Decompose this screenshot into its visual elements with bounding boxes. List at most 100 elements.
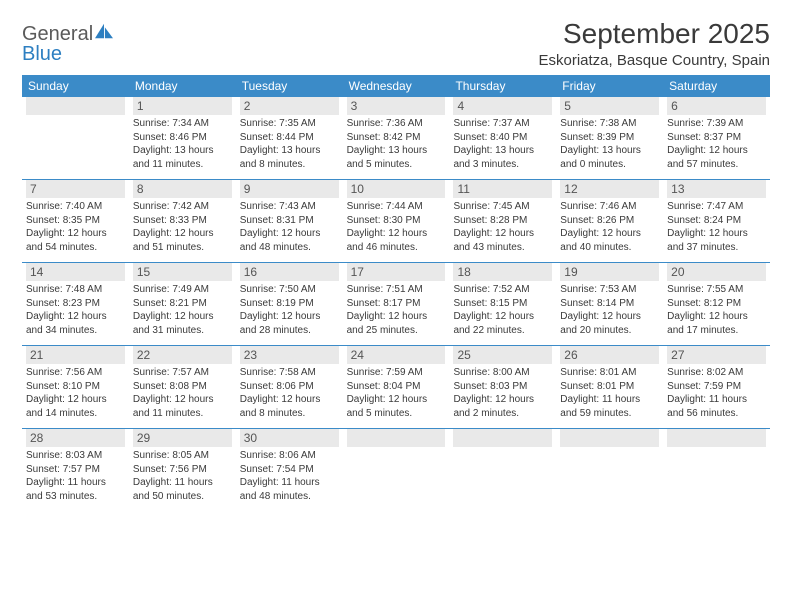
dayhead-sat: Saturday [663, 75, 770, 97]
sunrise-line: Sunrise: 7:45 AM [453, 200, 552, 214]
daylight-line: Daylight: 12 hours and 54 minutes. [26, 227, 125, 254]
day-cell: 8Sunrise: 7:42 AMSunset: 8:33 PMDaylight… [129, 180, 236, 260]
sunset-line: Sunset: 7:59 PM [667, 380, 766, 394]
daylight-line: Daylight: 12 hours and 11 minutes. [133, 393, 232, 420]
sunset-line: Sunset: 8:26 PM [560, 214, 659, 228]
sunrise-line: Sunrise: 7:50 AM [240, 283, 339, 297]
daylight-line: Daylight: 11 hours and 56 minutes. [667, 393, 766, 420]
day-cell: 12Sunrise: 7:46 AMSunset: 8:26 PMDayligh… [556, 180, 663, 260]
daylight-line: Daylight: 12 hours and 25 minutes. [347, 310, 446, 337]
day-cell [663, 429, 770, 509]
page-title: September 2025 [538, 18, 770, 50]
daylight-line: Daylight: 13 hours and 11 minutes. [133, 144, 232, 171]
brand-blue: Blue [22, 43, 62, 65]
daylight-line: Daylight: 11 hours and 59 minutes. [560, 393, 659, 420]
day-info: Sunrise: 8:00 AMSunset: 8:03 PMDaylight:… [453, 366, 552, 420]
day-info: Sunrise: 7:58 AMSunset: 8:06 PMDaylight:… [240, 366, 339, 420]
week-row: 21Sunrise: 7:56 AMSunset: 8:10 PMDayligh… [22, 346, 770, 426]
day-cell: 25Sunrise: 8:00 AMSunset: 8:03 PMDayligh… [449, 346, 556, 426]
sunrise-line: Sunrise: 7:56 AM [26, 366, 125, 380]
day-cell: 3Sunrise: 7:36 AMSunset: 8:42 PMDaylight… [343, 97, 450, 177]
day-number [453, 429, 552, 447]
week-row: 1Sunrise: 7:34 AMSunset: 8:46 PMDaylight… [22, 97, 770, 177]
day-number: 15 [133, 263, 232, 281]
day-info: Sunrise: 7:38 AMSunset: 8:39 PMDaylight:… [560, 117, 659, 171]
day-info: Sunrise: 7:43 AMSunset: 8:31 PMDaylight:… [240, 200, 339, 254]
dayhead-wed: Wednesday [343, 75, 450, 97]
sunset-line: Sunset: 8:33 PM [133, 214, 232, 228]
daylight-line: Daylight: 12 hours and 37 minutes. [667, 227, 766, 254]
day-info: Sunrise: 7:57 AMSunset: 8:08 PMDaylight:… [133, 366, 232, 420]
day-cell: 16Sunrise: 7:50 AMSunset: 8:19 PMDayligh… [236, 263, 343, 343]
daylight-line: Daylight: 11 hours and 48 minutes. [240, 476, 339, 503]
day-info: Sunrise: 7:50 AMSunset: 8:19 PMDaylight:… [240, 283, 339, 337]
sunset-line: Sunset: 8:21 PM [133, 297, 232, 311]
daylight-line: Daylight: 12 hours and 2 minutes. [453, 393, 552, 420]
day-cell: 18Sunrise: 7:52 AMSunset: 8:15 PMDayligh… [449, 263, 556, 343]
day-info: Sunrise: 7:55 AMSunset: 8:12 PMDaylight:… [667, 283, 766, 337]
sunrise-line: Sunrise: 7:39 AM [667, 117, 766, 131]
day-info: Sunrise: 7:42 AMSunset: 8:33 PMDaylight:… [133, 200, 232, 254]
day-info: Sunrise: 8:05 AMSunset: 7:56 PMDaylight:… [133, 449, 232, 503]
day-info: Sunrise: 7:51 AMSunset: 8:17 PMDaylight:… [347, 283, 446, 337]
day-info: Sunrise: 7:45 AMSunset: 8:28 PMDaylight:… [453, 200, 552, 254]
day-info: Sunrise: 7:47 AMSunset: 8:24 PMDaylight:… [667, 200, 766, 254]
week-row: 14Sunrise: 7:48 AMSunset: 8:23 PMDayligh… [22, 263, 770, 343]
sunrise-line: Sunrise: 8:06 AM [240, 449, 339, 463]
day-info: Sunrise: 8:03 AMSunset: 7:57 PMDaylight:… [26, 449, 125, 503]
day-cell: 23Sunrise: 7:58 AMSunset: 8:06 PMDayligh… [236, 346, 343, 426]
sunset-line: Sunset: 8:15 PM [453, 297, 552, 311]
sunrise-line: Sunrise: 8:00 AM [453, 366, 552, 380]
day-cell: 27Sunrise: 8:02 AMSunset: 7:59 PMDayligh… [663, 346, 770, 426]
week-row: 28 Sunrise: 8:03 AMSunset: 7:57 PMDayligh… [22, 429, 770, 509]
day-cell: 9Sunrise: 7:43 AMSunset: 8:31 PMDaylight… [236, 180, 343, 260]
daylight-line: Daylight: 12 hours and 48 minutes. [240, 227, 339, 254]
location-text: Eskoriatza, Basque Country, Spain [538, 52, 770, 69]
sunset-line: Sunset: 8:03 PM [453, 380, 552, 394]
day-number: 18 [453, 263, 552, 281]
sunset-line: Sunset: 8:46 PM [133, 131, 232, 145]
daylight-line: Daylight: 11 hours and 50 minutes. [133, 476, 232, 503]
sunset-line: Sunset: 8:42 PM [347, 131, 446, 145]
day-number: 20 [667, 263, 766, 281]
sunrise-line: Sunrise: 7:49 AM [133, 283, 232, 297]
day-header-row: Sunday Monday Tuesday Wednesday Thursday… [22, 75, 770, 97]
sunrise-line: Sunrise: 7:51 AM [347, 283, 446, 297]
day-info: Sunrise: 7:44 AMSunset: 8:30 PMDaylight:… [347, 200, 446, 254]
dayhead-fri: Friday [556, 75, 663, 97]
day-cell: 6Sunrise: 7:39 AMSunset: 8:37 PMDaylight… [663, 97, 770, 177]
daylight-line: Daylight: 13 hours and 8 minutes. [240, 144, 339, 171]
day-number: 7 [26, 180, 125, 198]
daylight-line: Daylight: 12 hours and 22 minutes. [453, 310, 552, 337]
sunset-line: Sunset: 8:44 PM [240, 131, 339, 145]
day-cell: 10 Sunrise: 7:44 AMSunset: 8:30 PMDayligh… [343, 180, 450, 260]
daylight-line: Daylight: 12 hours and 5 minutes. [347, 393, 446, 420]
dayhead-sun: Sunday [22, 75, 129, 97]
day-info: Sunrise: 8:01 AMSunset: 8:01 PMDaylight:… [560, 366, 659, 420]
day-number: 10 [347, 180, 446, 198]
day-info: Sunrise: 7:40 AMSunset: 8:35 PMDaylight:… [26, 200, 125, 254]
daylight-line: Daylight: 12 hours and 34 minutes. [26, 310, 125, 337]
day-number: 12 [560, 180, 659, 198]
daylight-line: Daylight: 11 hours and 53 minutes. [26, 476, 125, 503]
day-info: Sunrise: 7:48 AMSunset: 8:23 PMDaylight:… [26, 283, 125, 337]
daylight-line: Daylight: 13 hours and 0 minutes. [560, 144, 659, 171]
sunset-line: Sunset: 8:24 PM [667, 214, 766, 228]
sunrise-line: Sunrise: 7:40 AM [26, 200, 125, 214]
daylight-line: Daylight: 12 hours and 17 minutes. [667, 310, 766, 337]
sunrise-line: Sunrise: 8:05 AM [133, 449, 232, 463]
day-cell: 17Sunrise: 7:51 AMSunset: 8:17 PMDayligh… [343, 263, 450, 343]
sunrise-line: Sunrise: 8:01 AM [560, 366, 659, 380]
sunrise-line: Sunrise: 7:35 AM [240, 117, 339, 131]
day-info: Sunrise: 7:36 AMSunset: 8:42 PMDaylight:… [347, 117, 446, 171]
sunset-line: Sunset: 8:28 PM [453, 214, 552, 228]
day-number: 26 [560, 346, 659, 364]
day-info: Sunrise: 7:37 AMSunset: 8:40 PMDaylight:… [453, 117, 552, 171]
sunset-line: Sunset: 8:40 PM [453, 131, 552, 145]
sunset-line: Sunset: 8:12 PM [667, 297, 766, 311]
day-cell: 7 Sunrise: 7:40 AMSunset: 8:35 PMDaylight… [22, 180, 129, 260]
day-number: 28 [26, 429, 125, 447]
sunset-line: Sunset: 8:06 PM [240, 380, 339, 394]
day-number: 27 [667, 346, 766, 364]
daylight-line: Daylight: 12 hours and 8 minutes. [240, 393, 339, 420]
